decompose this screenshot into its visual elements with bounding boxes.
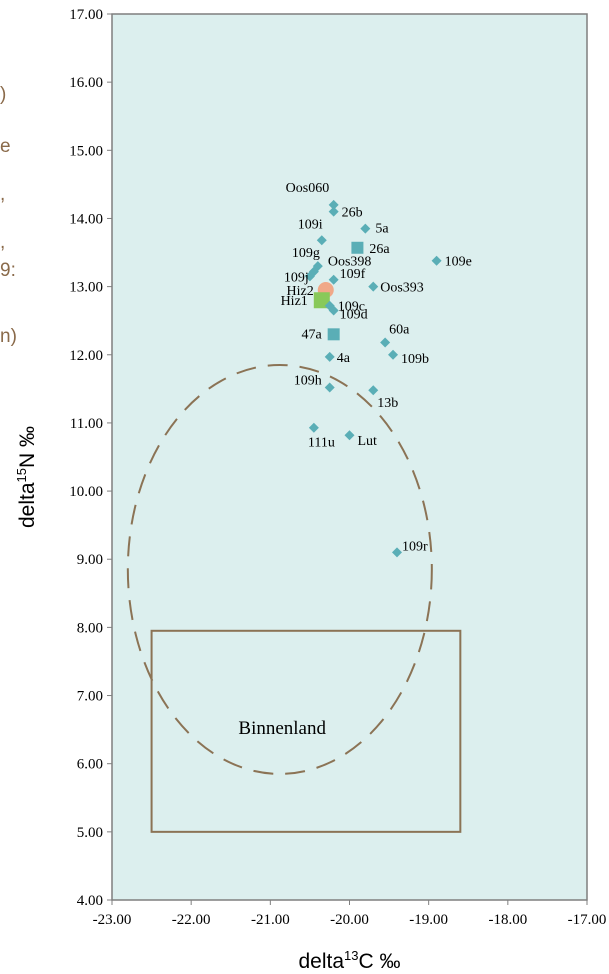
diamond-109f-marker xyxy=(328,274,339,285)
diamond-109d-marker xyxy=(328,305,339,316)
diamond-4a-marker xyxy=(324,351,335,362)
point-label: Hiz2 xyxy=(287,284,314,299)
diamond-oos393-marker xyxy=(368,281,379,292)
binnenland-region xyxy=(150,629,462,833)
x-tick-label: -23.00 xyxy=(93,912,132,928)
y-tick-label: 5.00 xyxy=(77,825,103,841)
point-label: 109f xyxy=(340,267,366,282)
point-label: 109d xyxy=(340,307,368,322)
fragment-text: 9: xyxy=(0,260,16,281)
y-tick-label: 9.00 xyxy=(77,552,103,568)
point-label: 109r xyxy=(402,539,428,554)
data-points: Oos060 26b 5a 109i 26a 109e 109g Oos398 109j 109f… xyxy=(281,181,472,558)
diamond-13b-marker xyxy=(368,385,379,396)
diamond-oos060-marker xyxy=(328,199,339,210)
diamond-111u-marker xyxy=(308,422,319,433)
y-tick-label: 10.00 xyxy=(69,484,103,500)
x-tick-label: -18.00 xyxy=(488,912,527,928)
x-tick-label: -17.00 xyxy=(568,912,607,928)
point-label: 109j xyxy=(284,270,309,285)
y-axis-title: delta15N ‰ xyxy=(14,426,39,528)
y-tick-label: 16.00 xyxy=(69,75,103,91)
y-tick-label: 12.00 xyxy=(69,348,103,364)
point-label: 109h xyxy=(294,373,322,388)
diamond-109i-marker xyxy=(316,235,327,246)
y-tick-label: 8.00 xyxy=(77,620,103,636)
point-label: 109e xyxy=(445,255,472,270)
square-hiz1-marker xyxy=(313,292,330,309)
y-tick-label: 11.00 xyxy=(70,416,103,432)
diamond-109b-marker xyxy=(388,349,399,360)
axis-ticks: 4.00 5.00 6.00 7.00 8.00 9.00 10.00 11.00 12.00 1… xyxy=(69,7,606,928)
point-label: Oos398 xyxy=(328,255,372,270)
y-tick-label: 7.00 xyxy=(77,689,103,705)
plot-frame xyxy=(111,13,588,901)
point-label: 13b xyxy=(377,396,398,411)
point-label: 26b xyxy=(342,206,363,221)
fragment-text: n) xyxy=(0,326,17,347)
point-label: 60a xyxy=(389,323,410,338)
diamond-109h-marker xyxy=(324,382,335,393)
y-tick-label: 6.00 xyxy=(77,757,103,773)
fragment-text: , xyxy=(0,232,5,253)
diamond-lut-marker xyxy=(344,430,355,441)
y-tick-label: 4.00 xyxy=(77,893,103,909)
point-label: Lut xyxy=(358,434,378,449)
y-tick-label: 13.00 xyxy=(69,280,103,296)
diamond-60a-marker xyxy=(380,337,391,348)
x-axis-title: delta13C ‰ xyxy=(298,948,400,973)
y-tick-label: 14.00 xyxy=(69,211,103,227)
diamond-26b-marker xyxy=(328,206,339,217)
square-26a-marker xyxy=(351,241,364,254)
point-label: 47a xyxy=(301,327,322,342)
cropped-caption-fragments: ) e , , 9: n) xyxy=(0,84,17,347)
fragment-text: ) xyxy=(0,84,6,105)
point-label: 109c xyxy=(338,300,365,315)
fragment-text: , xyxy=(0,184,5,205)
point-label: 4a xyxy=(337,351,351,366)
point-label: 26a xyxy=(369,242,390,257)
x-tick-label: -20.00 xyxy=(330,912,369,928)
diamond-109e-marker xyxy=(431,255,442,266)
point-label: 109i xyxy=(298,217,323,232)
x-tick-label: -21.00 xyxy=(251,912,290,928)
point-label: Oos060 xyxy=(286,181,330,196)
point-label: 109b xyxy=(401,352,429,367)
point-label: Hiz1 xyxy=(281,294,308,309)
diamond-109j-marker xyxy=(304,271,315,282)
point-label: 5a xyxy=(375,222,389,237)
y-tick-label: 17.00 xyxy=(69,7,103,23)
point-label: 109g xyxy=(292,246,320,261)
x-tick-label: -22.00 xyxy=(172,912,211,928)
diamond-5a-marker xyxy=(360,223,371,234)
diamond-109r-marker xyxy=(392,547,402,558)
fragment-text: e xyxy=(0,136,11,157)
binnenland-label: Binnenland xyxy=(238,718,326,739)
dashed-ellipse-region xyxy=(126,363,433,775)
plot-area xyxy=(112,14,587,900)
point-label: 111u xyxy=(308,436,335,451)
y-tick-label: 15.00 xyxy=(69,143,103,159)
region-annotations: Binnenland xyxy=(126,363,462,833)
x-tick-label: -19.00 xyxy=(409,912,448,928)
square-47a-marker xyxy=(327,328,340,341)
point-label: Oos393 xyxy=(380,281,424,296)
